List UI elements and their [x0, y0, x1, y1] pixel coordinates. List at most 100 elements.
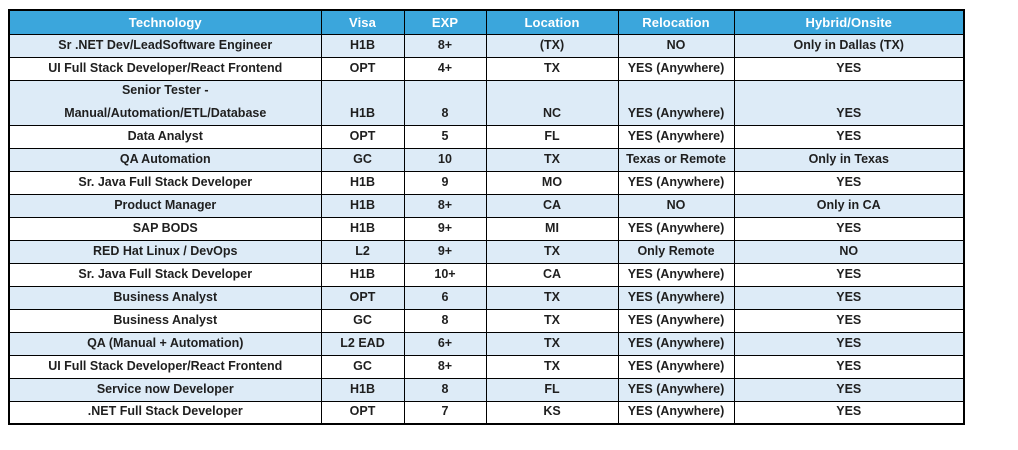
cell-visa: L2 EAD — [320, 331, 405, 356]
table-row: Product Manager H1B 8+ CA NO Only in CA — [8, 193, 965, 218]
cell-visa: H1B — [320, 262, 405, 287]
cell-location: FL — [485, 377, 619, 402]
cell-technology: Sr. Java Full Stack Developer — [8, 170, 322, 195]
cell-visa: GC — [320, 147, 405, 172]
cell-relocation: NO — [617, 193, 735, 218]
cell-exp: 8+ — [403, 354, 487, 379]
cell-exp: 4+ — [403, 56, 487, 81]
table-row: UI Full Stack Developer/React Frontend OP… — [8, 56, 965, 81]
cell-visa: H1B — [320, 170, 405, 195]
cell-visa: OPT — [320, 124, 405, 149]
cell-location: TX — [485, 285, 619, 310]
table-row: Service now Developer H1B 8 FL YES (Anywhere… — [8, 377, 965, 402]
cell-visa: H1B — [320, 216, 405, 241]
cell-relocation: Only Remote — [617, 239, 735, 264]
technology-line: Manual/Automation/ETL/Database — [64, 105, 267, 120]
column-header-relocation: Relocation — [617, 9, 735, 35]
table-row: QA (Manual + Automation) L2 EAD 6+ TX YES (A… — [8, 331, 965, 356]
cell-technology: Senior Tester - Manual/Automation/ETL/Dat… — [8, 79, 322, 126]
cell-exp: 5 — [403, 124, 487, 149]
cell-visa: GC — [320, 354, 405, 379]
cell-hybrid-onsite: YES — [733, 216, 965, 241]
cell-exp: 8 — [403, 377, 487, 402]
table-row: QA Automation GC 10 TX Texas or Remote Only i… — [8, 147, 965, 172]
cell-relocation: NO — [617, 33, 735, 58]
cell-location: MI — [485, 216, 619, 241]
table-row: Business Analyst GC 8 TX YES (Anywhere) YES — [8, 308, 965, 333]
header-row: Technology Visa EXP Location Relocation … — [8, 9, 965, 35]
cell-hybrid-onsite: YES — [733, 170, 965, 195]
cell-relocation: YES (Anywhere) — [617, 285, 735, 310]
cell-relocation: YES (Anywhere) — [617, 262, 735, 287]
cell-relocation: YES (Anywhere) — [617, 216, 735, 241]
cell-relocation: YES (Anywhere) — [617, 79, 735, 126]
cell-exp: 10 — [403, 147, 487, 172]
cell-technology: RED Hat Linux / DevOps — [8, 239, 322, 264]
cell-technology: Service now Developer — [8, 377, 322, 402]
cell-location: TX — [485, 308, 619, 333]
cell-relocation: YES (Anywhere) — [617, 400, 735, 425]
cell-exp: 6 — [403, 285, 487, 310]
cell-exp: 9 — [403, 170, 487, 195]
cell-location: MO — [485, 170, 619, 195]
table-row: Sr. Java Full Stack Developer H1B 10+ CA YES… — [8, 262, 965, 287]
table-row: RED Hat Linux / DevOps L2 9+ TX Only Remote N… — [8, 239, 965, 264]
cell-location: TX — [485, 331, 619, 356]
cell-technology: .NET Full Stack Developer — [8, 400, 322, 425]
cell-exp: 8+ — [403, 33, 487, 58]
cell-exp: 7 — [403, 400, 487, 425]
table-row: SAP BODS H1B 9+ MI YES (Anywhere) YES — [8, 216, 965, 241]
cell-location: CA — [485, 193, 619, 218]
cell-hybrid-onsite: YES — [733, 308, 965, 333]
table-row: .NET Full Stack Developer OPT 7 KS YES (Anyw… — [8, 400, 965, 425]
cell-visa: GC — [320, 308, 405, 333]
cell-exp: 10+ — [403, 262, 487, 287]
cell-exp: 8 — [403, 79, 487, 126]
table-row: Data Analyst OPT 5 FL YES (Anywhere) YES — [8, 124, 965, 149]
cell-technology: QA Automation — [8, 147, 322, 172]
cell-hybrid-onsite: NO — [733, 239, 965, 264]
cell-location: TX — [485, 354, 619, 379]
cell-technology: QA (Manual + Automation) — [8, 331, 322, 356]
cell-exp: 9+ — [403, 239, 487, 264]
cell-hybrid-onsite: YES — [733, 354, 965, 379]
cell-location: (TX) — [485, 33, 619, 58]
cell-hybrid-onsite: YES — [733, 331, 965, 356]
cell-technology: UI Full Stack Developer/React Frontend — [8, 56, 322, 81]
table-row: Sr .NET Dev/LeadSoftware Engineer H1B 8+ (T… — [8, 33, 965, 58]
table-row: Business Analyst OPT 6 TX YES (Anywhere) YES — [8, 285, 965, 310]
cell-relocation: YES (Anywhere) — [617, 124, 735, 149]
cell-relocation: YES (Anywhere) — [617, 170, 735, 195]
cell-location: TX — [485, 56, 619, 81]
cell-relocation: YES (Anywhere) — [617, 331, 735, 356]
cell-location: KS — [485, 400, 619, 425]
cell-relocation: YES (Anywhere) — [617, 377, 735, 402]
cell-technology: Product Manager — [8, 193, 322, 218]
cell-technology: UI Full Stack Developer/React Frontend — [8, 354, 322, 379]
cell-hybrid-onsite: YES — [733, 124, 965, 149]
cell-hybrid-onsite: YES — [733, 79, 965, 126]
cell-visa: H1B — [320, 377, 405, 402]
technology-line: Senior Tester - — [121, 83, 209, 98]
cell-location: NC — [485, 79, 619, 126]
cell-visa: L2 — [320, 239, 405, 264]
table-row: UI Full Stack Developer/React Frontend GC… — [8, 354, 965, 379]
cell-exp: 8+ — [403, 193, 487, 218]
cell-visa: H1B — [320, 193, 405, 218]
column-header-technology: Technology — [8, 9, 322, 35]
cell-exp: 9+ — [403, 216, 487, 241]
table-row: Sr. Java Full Stack Developer H1B 9 MO YES (… — [8, 170, 965, 195]
column-header-exp: EXP — [403, 9, 487, 35]
cell-hybrid-onsite: YES — [733, 400, 965, 425]
cell-relocation: YES (Anywhere) — [617, 354, 735, 379]
cell-hybrid-onsite: Only in Dallas (TX) — [733, 33, 965, 58]
cell-location: TX — [485, 147, 619, 172]
column-header-hybrid-onsite: Hybrid/Onsite — [733, 9, 965, 35]
job-listings-table: Technology Visa EXP Location Relocation … — [8, 9, 965, 425]
cell-hybrid-onsite: YES — [733, 56, 965, 81]
cell-relocation: YES (Anywhere) — [617, 56, 735, 81]
column-header-location: Location — [485, 9, 619, 35]
cell-location: FL — [485, 124, 619, 149]
cell-technology: Business Analyst — [8, 308, 322, 333]
cell-visa: OPT — [320, 400, 405, 425]
